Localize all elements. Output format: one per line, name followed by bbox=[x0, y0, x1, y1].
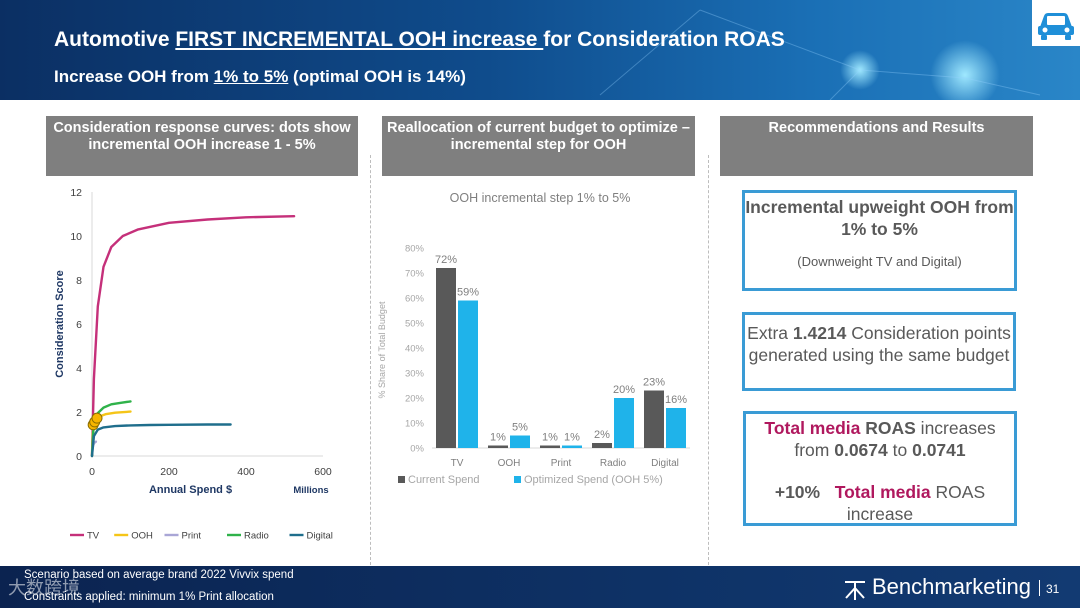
legend-swatch-current bbox=[398, 476, 405, 483]
brand-separator bbox=[1039, 580, 1040, 596]
bar-tv-optimized bbox=[458, 300, 478, 448]
bar-category-label: Digital bbox=[651, 458, 679, 469]
watermark-text: 大数跨境 bbox=[8, 578, 80, 598]
bar-ooh-current bbox=[488, 445, 508, 448]
slide-subtitle: Increase OOH from 1% to 5% (optimal OOH … bbox=[54, 67, 466, 86]
footer-bar bbox=[0, 566, 1080, 608]
panel-divider bbox=[708, 155, 709, 565]
x-tick-label: 200 bbox=[160, 466, 178, 478]
bar-print-optimized bbox=[562, 445, 582, 448]
bar-value-label: 1% bbox=[542, 432, 558, 444]
legend-label-tv: TV bbox=[87, 531, 100, 542]
y-tick-label: 10 bbox=[70, 231, 82, 243]
bar-value-label: 23% bbox=[643, 377, 665, 389]
bar-category-label: TV bbox=[451, 458, 464, 469]
bar-digital-current bbox=[644, 390, 664, 448]
bar-chart-title: OOH incremental step 1% to 5% bbox=[450, 191, 631, 205]
page-number: 31 bbox=[1046, 582, 1060, 596]
network-lines-decoration bbox=[599, 9, 1041, 100]
x-tick-label: 0 bbox=[89, 466, 95, 478]
extra-points-value: 1.4214 bbox=[792, 323, 847, 343]
legend-label-print: Print bbox=[182, 531, 202, 542]
curve-digital bbox=[90, 423, 232, 458]
header-banner bbox=[0, 0, 1080, 100]
y-tick-label: 4 bbox=[76, 363, 82, 375]
bar-y-tick-label: 10% bbox=[405, 419, 425, 430]
y-tick-label: 12 bbox=[70, 187, 82, 199]
car-icon bbox=[1032, 0, 1080, 46]
bar-value-label: 59% bbox=[457, 287, 479, 299]
bar-y-axis-title: % Share of Total Budget bbox=[377, 301, 387, 398]
bar-value-label: 20% bbox=[613, 384, 635, 396]
curve-tv bbox=[90, 215, 296, 458]
roas-line-2: from 0.0674 to 0.0741 bbox=[794, 440, 966, 460]
slide-title: Automotive FIRST INCREMENTAL OOH increas… bbox=[54, 28, 785, 51]
legend-swatch-optimized bbox=[514, 476, 521, 483]
roas-line-1: Total media ROAS increases bbox=[764, 418, 996, 438]
left-panel-header: Consideration response curves: dots show… bbox=[46, 116, 358, 176]
recommendation-box-extra-points: Extra 1.4214 Consideration points genera… bbox=[742, 312, 1016, 391]
right-panel-header: Recommendations and Results bbox=[720, 116, 1033, 176]
network-glow-decoration bbox=[840, 50, 880, 90]
recommendation-box-roas: Total media ROAS increases from 0.0674 t… bbox=[743, 411, 1017, 526]
middle-panel-header: Reallocation of current budget to optimi… bbox=[382, 116, 695, 176]
bar-print-current bbox=[540, 445, 560, 448]
bar-y-tick-label: 60% bbox=[405, 294, 425, 305]
response-curves-chart: 0 2 4 6 8 10 12 0 200 400 600 Annual Spend $ Million… bbox=[54, 187, 333, 542]
bar-ooh-optimized bbox=[510, 435, 530, 448]
bar-digital-optimized bbox=[666, 408, 686, 448]
legend-label-radio: Radio bbox=[244, 531, 269, 542]
bar-value-label: 16% bbox=[665, 394, 687, 406]
bar-radio-optimized bbox=[614, 398, 634, 448]
x-axis-unit: Millions bbox=[293, 485, 328, 496]
y-tick-label: 8 bbox=[76, 275, 82, 287]
brand-name: Benchmarketing bbox=[872, 574, 1031, 599]
bar-value-label: 1% bbox=[490, 432, 506, 444]
benchmarketing-logo-icon bbox=[845, 581, 865, 600]
bar-y-tick-label: 80% bbox=[405, 244, 425, 255]
y-axis-title: Consideration Score bbox=[54, 270, 66, 378]
bar-value-label: 2% bbox=[594, 429, 610, 441]
network-glow-decoration bbox=[930, 40, 1000, 100]
x-tick-label: 400 bbox=[237, 466, 255, 478]
roas-line-4: increase bbox=[846, 504, 914, 524]
bar-category-label: OOH bbox=[498, 458, 521, 469]
y-tick-label: 2 bbox=[76, 407, 82, 419]
x-axis-title: Annual Spend $ bbox=[149, 484, 232, 496]
bar-value-label: 1% bbox=[564, 432, 580, 444]
bar-y-tick-label: 20% bbox=[405, 394, 425, 405]
y-tick-label: 6 bbox=[76, 319, 82, 331]
bar-radio-current bbox=[592, 443, 612, 448]
footer-note-constraints: Constraints applied: minimum 1% Print al… bbox=[24, 591, 274, 603]
recommendation-box-upweight: Incremental upweight OOH from 1% to 5% (… bbox=[742, 190, 1017, 291]
y-tick-label: 0 bbox=[76, 451, 82, 463]
legend-label-current: Current Spend bbox=[408, 474, 480, 486]
bar-y-tick-label: 70% bbox=[405, 269, 425, 280]
upweight-headline: Incremental upweight OOH from 1% to 5% bbox=[745, 197, 1014, 239]
bar-y-tick-label: 30% bbox=[405, 369, 425, 380]
bar-category-label: Radio bbox=[600, 458, 627, 469]
roas-line-3: +10% Total media ROAS bbox=[774, 482, 986, 502]
bar-category-label: Print bbox=[551, 458, 572, 469]
upweight-subtext: (Downweight TV and Digital) bbox=[797, 254, 962, 269]
budget-reallocation-chart: OOH incremental step 1% to 5% 0% 10% 20% 30%… bbox=[377, 191, 690, 486]
x-tick-label: 600 bbox=[314, 466, 332, 478]
footer-note-scenario: Scenario based on average brand 2022 Viv… bbox=[24, 569, 294, 581]
legend-label-digital: Digital bbox=[307, 531, 333, 542]
bar-y-tick-label: 50% bbox=[405, 319, 425, 330]
bar-y-tick-label: 0% bbox=[410, 444, 424, 455]
bar-value-label: 5% bbox=[512, 422, 528, 434]
ooh-increment-dot-3 bbox=[91, 412, 103, 424]
legend-label-ooh: OOH bbox=[131, 531, 153, 542]
bar-tv-current bbox=[436, 268, 456, 448]
panel-divider bbox=[370, 155, 371, 565]
bar-value-label: 72% bbox=[435, 254, 457, 266]
bar-y-tick-label: 40% bbox=[405, 344, 425, 355]
legend-label-optimized: Optimized Spend (OOH 5%) bbox=[524, 474, 663, 486]
